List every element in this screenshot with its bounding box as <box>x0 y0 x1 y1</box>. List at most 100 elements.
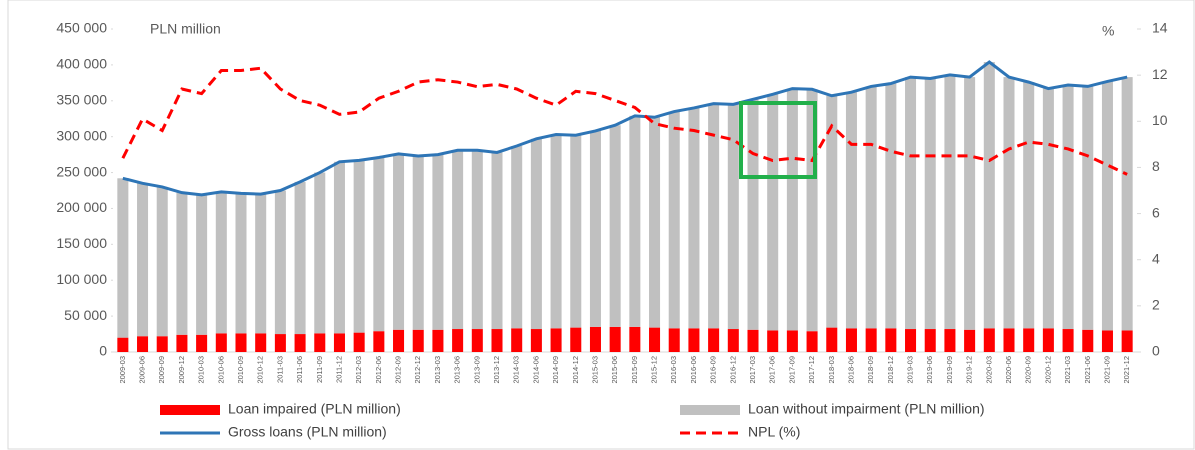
y2-tick-label: 14 <box>1152 20 1168 36</box>
y-tick-label: 450 000 <box>56 20 107 36</box>
bar-segment <box>1062 84 1074 330</box>
bar-segment <box>570 327 582 352</box>
y2-tick-label: 6 <box>1152 204 1160 220</box>
y2-tick-label: 12 <box>1152 66 1168 82</box>
bar-segment <box>137 183 149 337</box>
bar-segment <box>333 161 345 334</box>
x-tick-label: 2016-12 <box>728 356 737 384</box>
bar-segment <box>668 328 680 352</box>
bar-segment <box>747 329 759 352</box>
x-tick-label: 2013-12 <box>492 356 501 384</box>
x-tick-label: 2016-09 <box>709 356 718 384</box>
x-tick-label: 2019-06 <box>925 356 934 384</box>
bar-segment <box>314 172 326 334</box>
plot-area: 0 50 000 100 000 150 000 200 000 250 000 300 0… <box>56 20 1167 440</box>
bar-segment <box>412 329 424 352</box>
y2-tick-label: 8 <box>1152 158 1160 174</box>
bar-segment <box>491 329 503 352</box>
x-tick-label: 2020-03 <box>984 356 993 384</box>
bar-segment <box>944 329 956 352</box>
bar-segment <box>1082 86 1094 330</box>
bar-segment <box>806 331 818 352</box>
bar-segment <box>629 326 641 352</box>
bar-segment <box>333 333 345 352</box>
bar-segment <box>255 333 267 352</box>
bar-segment <box>491 152 503 330</box>
bar-segment <box>924 329 936 352</box>
x-tick-label: 2020-12 <box>1043 356 1052 384</box>
y-axis-label: PLN million <box>150 21 221 37</box>
bar-segment <box>274 190 286 335</box>
bar-segment <box>353 160 365 333</box>
x-tick-label: 2019-09 <box>945 356 954 384</box>
bar-segment <box>1042 88 1054 329</box>
y-tick-label: 350 000 <box>56 91 107 107</box>
bar-segment <box>649 117 661 328</box>
bar-segment <box>786 330 798 352</box>
x-tick-label: 2009-06 <box>138 356 147 384</box>
bar-segment <box>767 330 779 352</box>
bar-segment <box>786 88 798 331</box>
bar-segment <box>294 334 306 352</box>
legend-swatch <box>680 405 740 415</box>
x-tick-label: 2020-06 <box>1004 356 1013 384</box>
x-tick-label: 2011-09 <box>315 356 324 383</box>
legend-swatch <box>160 405 220 415</box>
bar-segment <box>589 130 601 327</box>
bar-segment <box>235 193 247 334</box>
y-tick-label: 300 000 <box>56 127 107 143</box>
bar-segment <box>156 186 168 337</box>
x-tick-label: 2018-06 <box>846 356 855 384</box>
bar-segment <box>944 74 956 330</box>
x-tick-label: 2012-12 <box>413 356 422 384</box>
y-tick-label: 50 000 <box>64 307 107 323</box>
x-tick-label: 2013-09 <box>472 356 481 384</box>
x-tick-label: 2014-03 <box>512 356 521 384</box>
bar-segment <box>1082 329 1094 352</box>
bar-segment <box>668 111 680 329</box>
x-tick-label: 2016-06 <box>689 356 698 384</box>
bar-segment <box>196 194 208 335</box>
bar-segment <box>432 329 444 352</box>
bar-segment <box>530 329 542 352</box>
legend-label: Loan impaired (PLN million) <box>228 401 401 417</box>
bar-segment <box>826 327 838 352</box>
bar-segment <box>471 150 483 330</box>
bar-segment <box>589 326 601 352</box>
bar-segment <box>708 103 720 329</box>
bar-segment <box>826 95 838 328</box>
bar-segment <box>1101 330 1113 352</box>
bar-segment <box>983 62 995 329</box>
bar-segment <box>196 334 208 352</box>
bar-segment <box>983 328 995 352</box>
bar-segment <box>373 331 385 352</box>
x-tick-label: 2010-03 <box>197 356 206 384</box>
bar-segment <box>137 336 149 352</box>
bar-segment <box>393 153 405 330</box>
x-tick-label: 2021-06 <box>1083 356 1092 384</box>
bar-segment <box>117 178 129 338</box>
x-tick-label: 2020-09 <box>1024 356 1033 384</box>
x-tick-label: 2019-03 <box>906 356 915 384</box>
x-tick-label: 2015-03 <box>590 356 599 384</box>
x-tick-label: 2018-03 <box>827 356 836 384</box>
bar-segment <box>471 329 483 352</box>
x-tick-label: 2018-12 <box>886 356 895 384</box>
bar-segment <box>215 333 227 352</box>
bar-segment <box>215 191 227 334</box>
bar-segment <box>1042 328 1054 352</box>
bar-segment <box>176 334 188 352</box>
bar-segment <box>964 329 976 352</box>
bar-segment <box>845 92 857 329</box>
bar-segment <box>688 107 700 329</box>
bar-segment <box>845 328 857 352</box>
bar-segment <box>294 181 306 335</box>
bar-segment <box>905 77 917 330</box>
bar-segment <box>865 328 877 352</box>
bar-segment <box>727 104 739 330</box>
y2-tick-label: 0 <box>1152 343 1160 359</box>
bar-segment <box>1121 77 1133 331</box>
y2-tick-label: 10 <box>1152 112 1168 128</box>
bar-segment <box>885 328 897 352</box>
bar-segment <box>117 337 129 352</box>
